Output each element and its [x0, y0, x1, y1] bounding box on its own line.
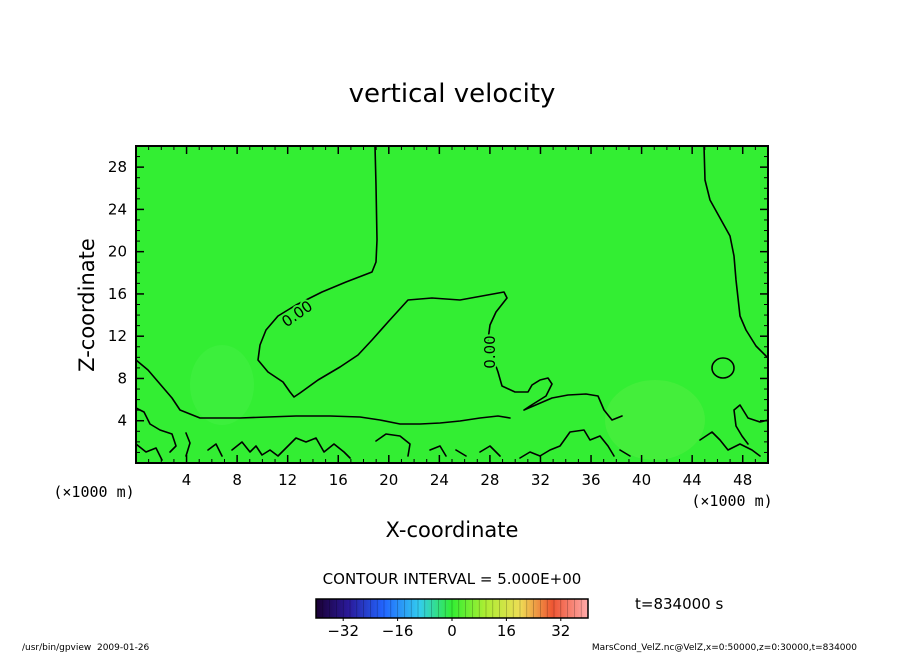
- plot-area: 0.00 0.00: [135, 145, 769, 464]
- y-axis: 4 8 12 16 20 24 28: [108, 156, 768, 453]
- time-text: t=834000 s: [635, 595, 723, 613]
- x-unit-label: (×1000 m): [691, 492, 772, 510]
- colorbar: −32 −16 0 16 32: [315, 598, 589, 640]
- contour-line: [733, 404, 769, 445]
- footer-right: MarsCond_VelZ.nc@VelZ,x=0:50000,z=0:3000…: [592, 643, 857, 653]
- y-tick-label: 8: [117, 369, 127, 387]
- contour-line: [711, 357, 735, 379]
- contour-line: [135, 359, 511, 425]
- colorbar-stripes: [315, 599, 589, 618]
- y-tick-label: 28: [108, 158, 127, 176]
- y-tick-label: 20: [108, 243, 127, 261]
- x-tick-label: 36: [581, 471, 600, 489]
- x-tick-label: 28: [480, 471, 499, 489]
- contour-line: [257, 145, 623, 421]
- colorbar-tick-label: −16: [382, 622, 414, 640]
- x-axis: 4 8 12 16 20 24 28 32 36 40 44 48: [148, 146, 756, 489]
- contour-interval-text: CONTOUR INTERVAL = 5.000E+00: [323, 570, 582, 588]
- x-axis-label: X-coordinate: [386, 518, 519, 542]
- colorbar-fill: [316, 599, 588, 618]
- x-tick-label: 12: [278, 471, 297, 489]
- y-tick-label: 4: [117, 412, 127, 430]
- contour-label: 0.00: [481, 335, 499, 368]
- x-tick-label: 8: [232, 471, 242, 489]
- y-tick-label: 24: [108, 200, 127, 218]
- contour-line: [135, 407, 177, 453]
- footer-left: /usr/bin/gpview 2009-01-26: [22, 643, 150, 653]
- chart-title: vertical velocity: [349, 79, 556, 109]
- x-tick-label: 20: [379, 471, 398, 489]
- x-tick-label: 40: [632, 471, 651, 489]
- y-unit-label: (×1000 m): [53, 483, 134, 501]
- x-tick-label: 48: [733, 471, 752, 489]
- colorbar-tick-label: −32: [327, 622, 359, 640]
- colorbar-tick-label: 0: [447, 622, 457, 640]
- y-axis-label: Z-coordinate: [75, 238, 99, 372]
- x-tick-label: 16: [329, 471, 348, 489]
- field-shade: [190, 345, 254, 425]
- x-tick-label: 4: [182, 471, 192, 489]
- x-tick-label: 32: [531, 471, 550, 489]
- contour-line: [135, 429, 761, 461]
- colorbar-tick-label: 16: [497, 622, 516, 640]
- x-tick-label: 24: [430, 471, 449, 489]
- field-shade: [605, 380, 705, 460]
- colorbar-ticks: −32 −16 0 16 32: [327, 618, 570, 640]
- y-tick-label: 12: [108, 327, 127, 345]
- y-tick-label: 16: [108, 285, 127, 303]
- x-tick-label: 44: [683, 471, 702, 489]
- colorbar-tick-label: 32: [551, 622, 570, 640]
- contour-line: [703, 145, 769, 359]
- contour-lines: [135, 145, 769, 461]
